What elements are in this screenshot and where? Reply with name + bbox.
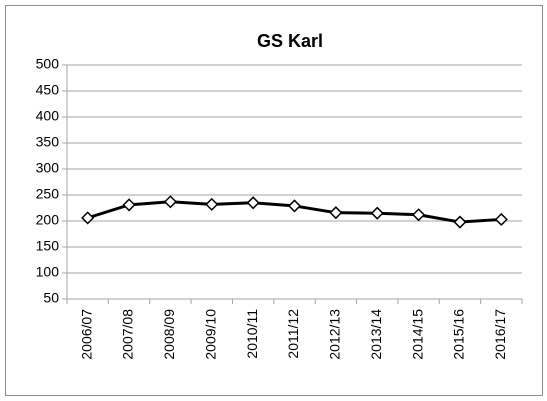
point-marker [453,215,467,229]
y-tick-label: 400 [36,108,60,124]
y-tick-label: 100 [36,264,60,280]
y-tick-label: 350 [36,134,60,150]
point-marker [163,195,177,209]
chart-frame [5,5,543,396]
x-tick-label: 2014/15 [409,309,425,360]
x-tick-label: 2011/12 [285,309,301,359]
x-tick-label: 2008/09 [161,309,177,360]
point-marker [370,206,384,220]
y-tick-label: 300 [36,160,60,176]
x-tick-label: 2009/10 [202,309,218,360]
y-tick-label: 250 [36,186,60,202]
y-tick-label: 450 [36,82,60,98]
chart-title: GS Karl [257,31,323,51]
point-marker [412,208,426,222]
point-marker [287,199,302,213]
y-tick-label: 500 [36,56,60,72]
point-marker [246,196,260,210]
point-marker [81,211,95,225]
x-tick-label: 2013/14 [368,309,384,360]
y-tick-label: 50 [43,290,59,306]
x-tick-label: 2015/16 [451,309,467,360]
x-tick-label: 2010/11 [244,309,260,359]
x-tick-label: 2012/13 [327,309,343,360]
point-marker [205,197,219,211]
x-tick-label: 2007/08 [120,309,136,360]
point-marker [494,212,508,227]
x-tick-label: 2006/07 [78,309,94,360]
y-tick-label: 150 [36,238,60,254]
point-marker [122,198,136,212]
x-tick-label: 2016/17 [492,309,508,360]
y-tick-label: 200 [36,212,60,228]
point-marker [329,206,343,220]
